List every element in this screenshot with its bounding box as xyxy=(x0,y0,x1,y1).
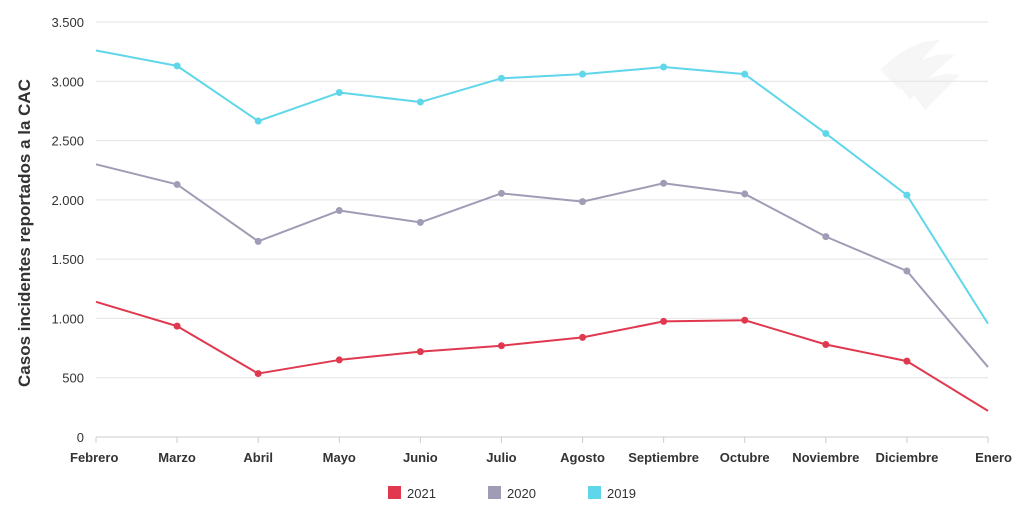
data-point-2019 xyxy=(579,70,587,78)
data-point-2020 xyxy=(579,198,587,206)
axes: 0 500 1.000 1.500 2.000 2.500 3.000 3.500 Febrer… xyxy=(51,15,1012,465)
data-point-2020 xyxy=(903,267,911,275)
data-point-2020 xyxy=(416,218,424,226)
data-point-2020 xyxy=(822,233,830,241)
data-point-2019 xyxy=(660,63,668,71)
data-point-2020 xyxy=(254,237,262,245)
y-tick-label: 500 xyxy=(62,371,84,386)
data-point-2021 xyxy=(335,356,343,364)
series-line-2019 xyxy=(95,49,989,325)
data-point-2021 xyxy=(903,357,911,365)
data-point-2021 xyxy=(741,316,749,324)
data-point-2021 xyxy=(822,341,830,349)
y-axis-title: Casos incidentes reportados a la CAC xyxy=(15,79,34,387)
x-tick-label: Marzo xyxy=(158,450,196,465)
x-tick-label: Noviembre xyxy=(792,450,859,465)
y-tick-label: 2.500 xyxy=(51,134,84,149)
legend: 2021 2020 2019 xyxy=(388,486,636,501)
data-point-2019 xyxy=(254,117,262,125)
data-point-2020 xyxy=(173,180,181,188)
data-point-2019 xyxy=(741,70,749,78)
data-point-2020 xyxy=(660,179,668,187)
y-tick-label: 1.500 xyxy=(51,252,84,267)
x-tick-label: Mayo xyxy=(323,450,356,465)
legend-swatch-2021 xyxy=(388,486,401,499)
series-line-2020 xyxy=(95,163,989,368)
y-tick-label: 0 xyxy=(77,430,84,445)
data-point-2019 xyxy=(173,62,181,70)
x-tick-label: Agosto xyxy=(560,450,605,465)
y-tick-label: 3.500 xyxy=(51,15,84,30)
x-tick-label: Febrero xyxy=(70,450,118,465)
data-point-2020 xyxy=(497,189,505,197)
y-tick-label: 1.000 xyxy=(51,311,84,326)
legend-label: 2019 xyxy=(607,486,636,501)
data-point-2019 xyxy=(822,129,830,137)
data-point-2021 xyxy=(254,370,262,378)
x-tick-label: Septiembre xyxy=(628,450,699,465)
y-tick-label: 2.000 xyxy=(51,193,84,208)
watermark-logo xyxy=(880,40,960,110)
data-point-2021 xyxy=(416,348,424,356)
grid xyxy=(96,21,988,379)
x-tick-label: Abril xyxy=(243,450,273,465)
x-tick-label: Octubre xyxy=(720,450,770,465)
data-point-2019 xyxy=(497,74,505,82)
data-point-2019 xyxy=(416,98,424,106)
data-point-2021 xyxy=(497,342,505,350)
x-tick-label: Enero xyxy=(975,450,1012,465)
y-tick-label: 3.000 xyxy=(51,74,84,89)
data-point-2019 xyxy=(903,191,911,199)
data-point-2020 xyxy=(335,207,343,215)
legend-swatch-2019 xyxy=(588,486,601,499)
x-tick-label: Julio xyxy=(486,450,516,465)
legend-label: 2021 xyxy=(407,486,436,501)
series-line-2021 xyxy=(95,300,989,412)
x-tick-label: Junio xyxy=(403,450,438,465)
data-point-2021 xyxy=(660,317,668,325)
data-point-2019 xyxy=(335,89,343,97)
legend-label: 2020 xyxy=(507,486,536,501)
data-point-2021 xyxy=(579,333,587,341)
data-point-2020 xyxy=(741,190,749,198)
data-point-2021 xyxy=(173,322,181,330)
legend-swatch-2020 xyxy=(488,486,501,499)
series-lines xyxy=(95,49,989,412)
x-tick-label: Diciembre xyxy=(875,450,938,465)
